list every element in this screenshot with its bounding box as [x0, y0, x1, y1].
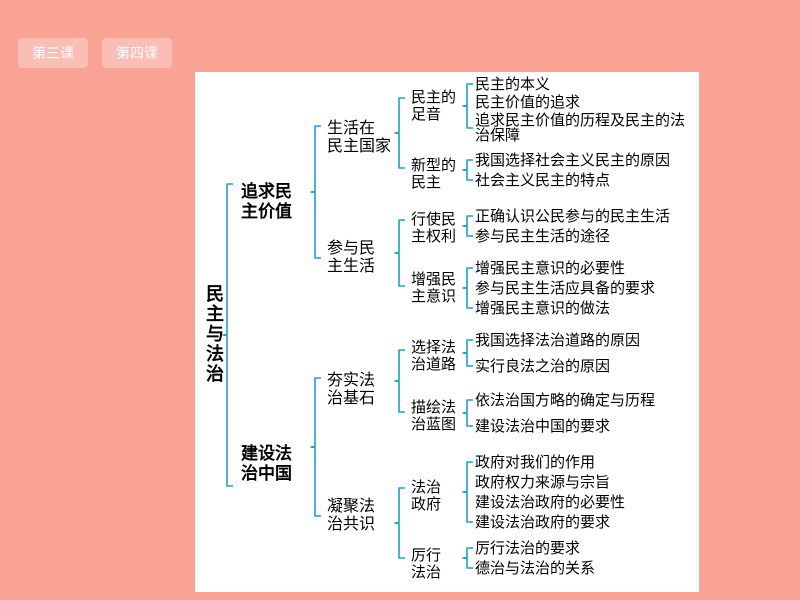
leaf-node: 民主价值的追求 — [475, 96, 580, 112]
lesson-tabs: 第三课 第四课 — [18, 38, 172, 68]
lvl1-node: 追求民主价值 — [241, 182, 313, 221]
lvl3-node: 新型的民主 — [411, 158, 463, 191]
leaf-node: 政府对我们的作用 — [475, 456, 595, 472]
lvl3-node: 增强民主意识 — [411, 272, 463, 305]
leaf-node: 正确认识公民参与的民主生活 — [475, 210, 670, 226]
leaf-node: 增强民主意识的做法 — [475, 302, 610, 318]
leaf-node: 建设法治政府的必要性 — [475, 496, 625, 512]
bracket-layer — [195, 72, 699, 592]
leaf-node: 我国选择法治道路的原因 — [475, 334, 640, 350]
tab-lesson-4[interactable]: 第四课 — [102, 38, 172, 68]
lvl3-node: 民主的足音 — [411, 90, 463, 123]
leaf-node: 实行良法之治的原因 — [475, 360, 610, 376]
leaf-node: 德治与法治的关系 — [475, 562, 595, 578]
lvl3-node: 行使民主权利 — [411, 212, 463, 245]
leaf-node: 追求民主价值的历程及民主的法治保障 — [475, 114, 693, 144]
lvl2-node: 夯实法治基石 — [327, 372, 397, 407]
leaf-node: 社会主义民主的特点 — [475, 174, 610, 190]
lvl2-node: 参与民主生活 — [327, 240, 397, 275]
leaf-node: 民主的本义 — [475, 78, 550, 94]
lvl1-node: 建设法治中国 — [241, 444, 313, 483]
leaf-node: 增强民主意识的必要性 — [475, 262, 625, 278]
lvl2-node: 生活在民主国家 — [327, 120, 397, 155]
leaf-node: 依法治国方略的确定与历程 — [475, 394, 655, 410]
lvl2-node: 凝聚法治共识 — [327, 498, 397, 533]
leaf-node: 参与民主生活的途径 — [475, 230, 610, 246]
leaf-node: 建设法治政府的要求 — [475, 516, 610, 532]
lvl3-node: 法治政府 — [411, 480, 463, 513]
diagram: 民主与法治 追求民主价值建设法治中国 生活在民主国家参与民主生活夯实法治基石凝聚法… — [195, 72, 699, 592]
lvl3-node: 选择法治道路 — [411, 340, 463, 373]
leaf-node: 政府权力来源与宗旨 — [475, 476, 610, 492]
lvl3-node: 厉行法治 — [411, 548, 463, 581]
leaf-node: 厉行法治的要求 — [475, 542, 580, 558]
tree-root: 民主与法治 — [201, 284, 227, 384]
lvl3-node: 描绘法治蓝图 — [411, 400, 463, 433]
leaf-node: 我国选择社会主义民主的原因 — [475, 154, 670, 170]
tab-lesson-3[interactable]: 第三课 — [18, 38, 88, 68]
leaf-node: 建设法治中国的要求 — [475, 420, 610, 436]
leaf-node: 参与民主生活应具备的要求 — [475, 282, 655, 298]
